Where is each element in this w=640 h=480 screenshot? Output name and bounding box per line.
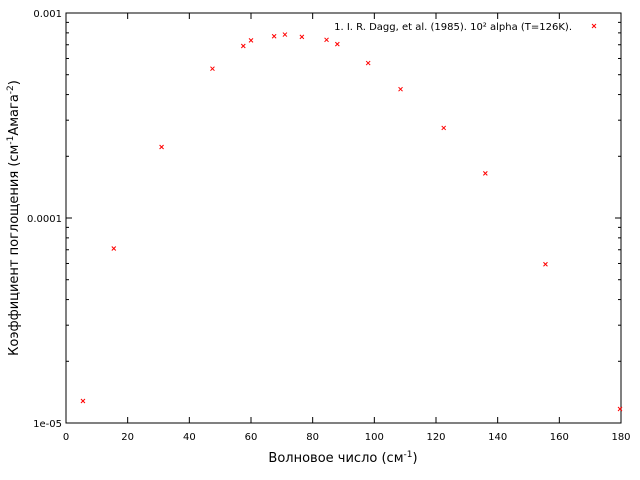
legend-entry-marker [591,23,597,29]
data-point [441,125,447,131]
data-point [271,33,277,39]
x-tick-label: 40 [183,432,196,443]
plot-frame [65,12,622,424]
data-point [299,34,305,40]
y-axis-ticks: 1e-05 0.0001 0.001 [27,9,621,430]
data-point [159,144,164,150]
data-point [111,246,117,251]
data-point [248,38,254,43]
x-tick-label: 160 [550,432,569,443]
data-point [80,398,86,404]
x-tick-label: 140 [488,432,507,443]
x-tick-label: 20 [121,432,134,443]
legend: 1. I. R. Dagg, et al. (1985). 10² alpha … [334,22,597,33]
x-axis-ticks: 0 20 40 60 80 100 120 140 160 180 [63,13,631,443]
data-point [617,406,623,412]
x-tick-label: 0 [63,432,69,443]
data-point [210,66,215,72]
data-point [334,41,340,47]
x-tick-label: 100 [365,432,384,443]
x-tick-label: 180 [611,432,630,443]
y-tick-label: 1e-05 [33,419,62,430]
legend-marker-x [591,23,597,29]
data-point [282,32,288,37]
data-point [482,171,488,176]
y-tick-label: 0.0001 [27,214,62,225]
plot-border [65,12,622,424]
data-point [365,60,371,66]
x-tick-label: 80 [306,432,319,443]
data-points [80,32,623,412]
data-point [324,37,329,43]
legend-entry-label: 1. I. R. Dagg, et al. (1985). 10² alpha … [334,22,572,33]
y-axis-title: Коэффициент поглощения (см-1Амага-2) [6,80,22,356]
x-tick-label: 120 [426,432,445,443]
data-point [240,43,246,49]
x-tick-label: 60 [245,432,258,443]
y-tick-label: 0.001 [33,9,62,20]
x-axis-title: Волновое число (см-1) [268,450,417,466]
data-point [398,86,403,92]
data-point [543,261,548,267]
